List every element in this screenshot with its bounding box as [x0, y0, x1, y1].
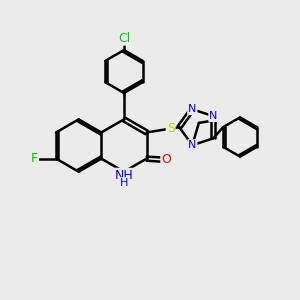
Text: H: H: [120, 178, 128, 188]
Text: O: O: [161, 153, 171, 167]
Text: N: N: [209, 111, 218, 121]
Text: S: S: [167, 122, 175, 135]
Text: F: F: [31, 152, 38, 165]
Text: N: N: [188, 140, 196, 150]
Text: NH: NH: [115, 169, 133, 182]
Text: N: N: [188, 104, 196, 114]
Text: Cl: Cl: [118, 32, 130, 45]
